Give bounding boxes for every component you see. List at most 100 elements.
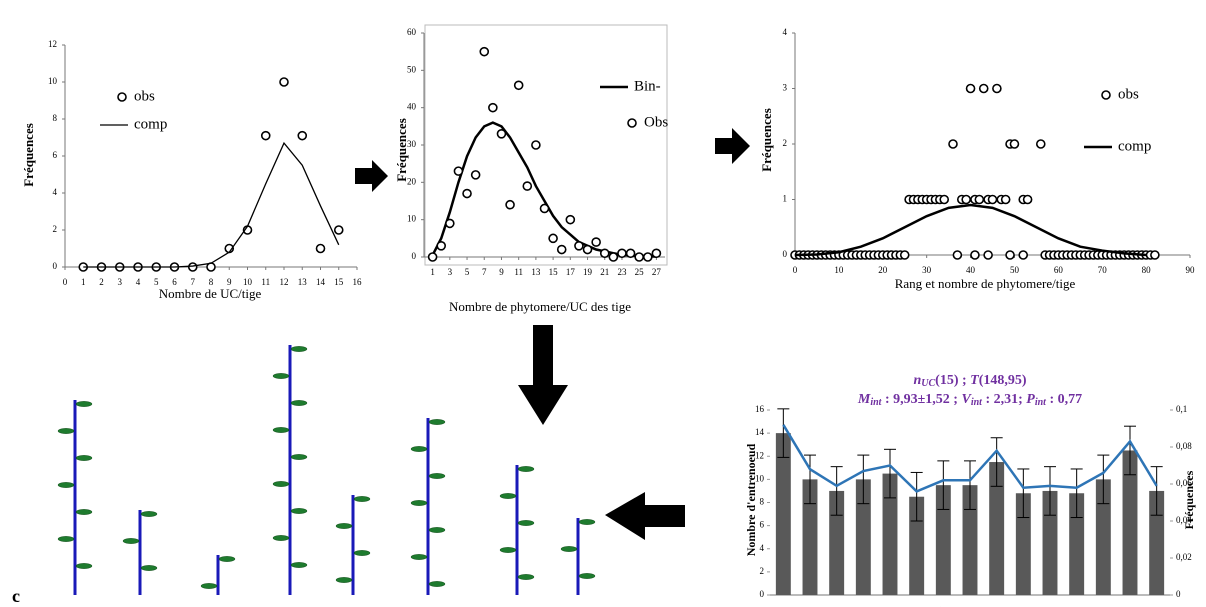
x-tick-label: 17 [566, 267, 576, 277]
arrow [715, 128, 750, 164]
curve [794, 203, 1147, 257]
leaf [57, 428, 75, 434]
point [427, 252, 438, 262]
point [1009, 139, 1020, 149]
x-tick-label: 15 [549, 267, 559, 277]
leaf [517, 520, 535, 526]
x-tick-label: UC5 [876, 606, 893, 607]
y-tick-label: 40 [407, 102, 417, 112]
point [591, 237, 601, 247]
leaf [272, 373, 290, 379]
x-tick-label: UC3 [823, 606, 840, 607]
legend-label: obs [134, 88, 155, 104]
x-tick-label: 9 [227, 277, 232, 287]
point [333, 225, 344, 235]
panel-label: c [12, 586, 20, 606]
x-tick-label: UC4 [850, 606, 867, 607]
leaf [75, 509, 93, 515]
x-tick-label: 15 [334, 277, 344, 287]
point [983, 250, 993, 260]
x-tick-label: 0 [63, 277, 68, 287]
leaf [335, 577, 353, 583]
point [582, 244, 593, 255]
point [974, 194, 985, 205]
point [970, 250, 980, 260]
leaf [200, 583, 218, 589]
title-part: UC [921, 378, 935, 389]
legend-marker [627, 118, 637, 128]
legend-label: comp [1118, 138, 1151, 154]
bar [855, 479, 871, 595]
leaf [410, 554, 428, 560]
x-tick-label: UC2 [796, 606, 813, 607]
leaf [517, 574, 535, 580]
x-tick-label: 4 [136, 277, 141, 287]
x-tick-label: 2 [99, 277, 104, 287]
y-tick-label: 4 [783, 27, 788, 37]
point [1150, 250, 1160, 260]
legend-label: obs [1118, 86, 1139, 102]
y2-tick-label: 0,08 [1176, 441, 1192, 451]
y-tick-label: 2 [53, 224, 58, 234]
x-tick-label: 5 [465, 267, 470, 277]
x-tick-label: 23 [617, 267, 627, 277]
leaf [290, 454, 308, 460]
title-part: M [857, 392, 871, 407]
chart-subtitle: Mint : 9,93±1,52 ; Vint : 2,31; Pint : 0… [857, 392, 1082, 408]
y-tick-label: 12 [755, 450, 764, 460]
point [297, 130, 308, 141]
leaf [499, 493, 517, 499]
point [470, 170, 481, 180]
x-tick-label: 13 [298, 277, 308, 287]
legend-marker [117, 92, 127, 102]
x-tick-label: 21 [600, 267, 609, 277]
point [453, 166, 464, 176]
point [651, 248, 662, 259]
leaf [335, 523, 353, 529]
arrow [355, 160, 388, 192]
leaf [353, 496, 371, 502]
point [445, 218, 455, 229]
leaf [410, 500, 428, 506]
leaf [140, 511, 158, 517]
y-tick-label: 50 [407, 64, 417, 74]
point [513, 80, 524, 91]
leaf [517, 466, 535, 472]
leaf [290, 346, 308, 352]
x-axis-label: Rang et nombre de phytomere/tige [895, 276, 1076, 291]
y-tick-label: 14 [755, 427, 765, 437]
x-tick-label: 1 [81, 277, 86, 287]
point [961, 194, 971, 205]
point [1018, 250, 1029, 260]
leaf [272, 535, 290, 541]
point [948, 139, 958, 149]
point [642, 252, 653, 262]
arrow [518, 325, 568, 425]
x-tick-label: 19 [583, 267, 593, 277]
title-part: : 9,93±1,52 ; [881, 392, 961, 407]
point [1022, 194, 1033, 205]
y-tick-label: 20 [407, 176, 417, 186]
leaf [499, 547, 517, 553]
chart-title: nUC(15) ; T(148,95) [913, 373, 1026, 389]
line [782, 424, 1158, 493]
title-part: T [970, 373, 980, 388]
bar [989, 462, 1005, 595]
leaf [75, 401, 93, 407]
y-tick-label: 2 [760, 566, 765, 576]
x-axis-label: Nombre de UC/tige [159, 286, 262, 301]
leaf [272, 427, 290, 433]
y2-tick-label: 0,04 [1176, 515, 1192, 525]
bar [962, 485, 978, 595]
bar [802, 479, 818, 595]
point [634, 252, 644, 262]
point [992, 83, 1002, 94]
y-tick-label: 2 [783, 138, 788, 148]
x-tick-label: 0 [793, 265, 798, 275]
leaf [578, 519, 596, 525]
leaf [428, 527, 446, 533]
title-part: : 2,31; [982, 392, 1026, 407]
y2-tick-label: 0,06 [1176, 478, 1192, 488]
x-tick-label: 70 [1098, 265, 1108, 275]
leaf [140, 565, 158, 571]
